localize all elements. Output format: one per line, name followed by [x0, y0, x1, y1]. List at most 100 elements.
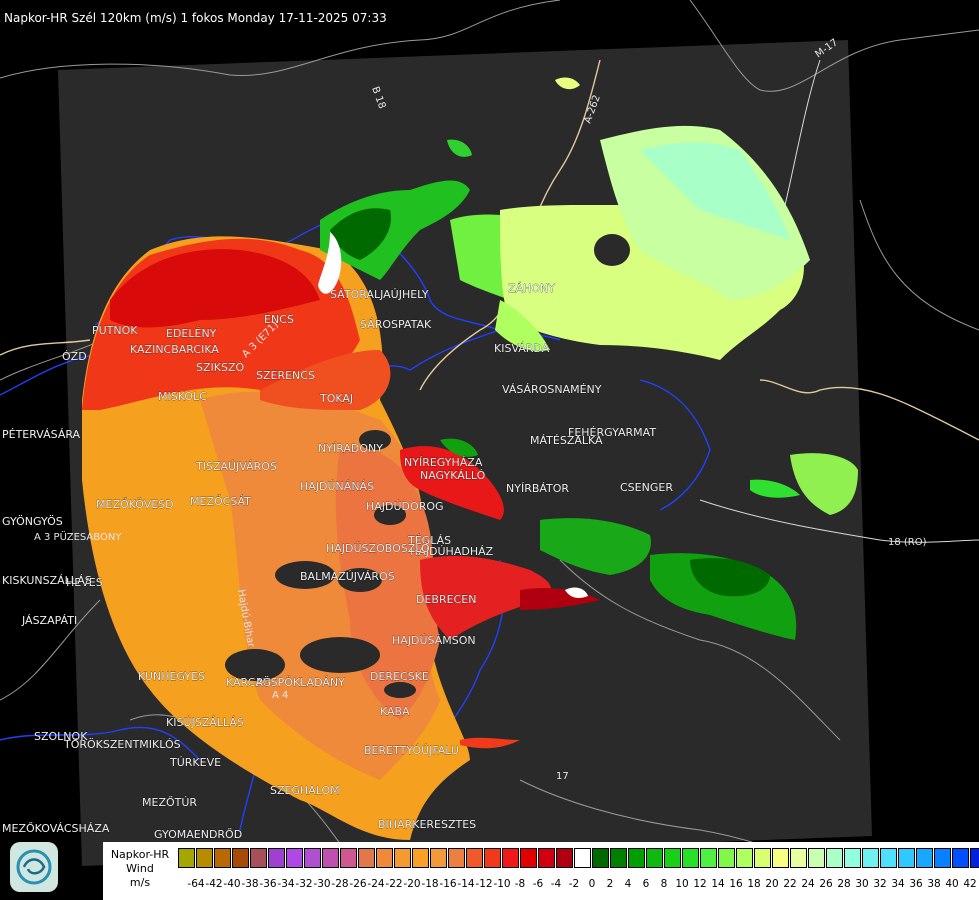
legend-swatch	[304, 848, 321, 868]
legend-swatch	[394, 848, 411, 868]
label-hajdunanas: HAJDÚNÁNÁS	[300, 480, 374, 493]
legend-swatch	[772, 848, 789, 868]
label-kunhegyes: KUNHEGYES	[138, 670, 205, 683]
legend-swatch	[574, 848, 591, 868]
legend-swatch	[898, 848, 915, 868]
legend-swatch	[430, 848, 447, 868]
legend-tick: 10	[675, 878, 689, 890]
legend-swatch	[664, 848, 681, 868]
legend-swatch	[862, 848, 879, 868]
legend-tick: -64	[187, 878, 205, 890]
label-hajduhadhaz: HAJDÚHADHÁZ	[410, 545, 494, 558]
legend-swatch	[808, 848, 825, 868]
label-hajduszoboszlo: HAJDÚSZOBOSZLÓ	[326, 542, 430, 555]
label-gyomaendrod: GYOMAENDRŐD	[154, 827, 242, 841]
label-nagykallo: NAGYKÁLLÓ	[420, 469, 486, 482]
legend-tick: 18	[747, 878, 761, 890]
legend-tick: -32	[295, 878, 313, 890]
legend-tick: -22	[385, 878, 403, 890]
label-hajdudorog: HAJDÚDOROG	[366, 500, 444, 513]
label-mezotur: MEZŐTÚR	[142, 795, 197, 809]
label-szeghalom: SZEGHALOM	[270, 784, 340, 797]
legend-tick: 26	[819, 878, 833, 890]
legend-tick: -28	[331, 878, 349, 890]
label-jaszapati: JÁSZAPÁTI	[21, 614, 77, 627]
page-title: Napkor-HR Szél 120km (m/s) 1 fokos Monda…	[4, 11, 387, 25]
label-nyiradony: NYÍRADONY	[318, 442, 383, 455]
legend-tick: -12	[475, 878, 493, 890]
label-csenger: CSENGER	[620, 481, 673, 494]
legend-swatch	[286, 848, 303, 868]
legend-tick: -42	[205, 878, 223, 890]
label-road-17: 17	[556, 771, 569, 782]
legend-tick: -6	[532, 878, 544, 890]
legend-swatch	[682, 848, 699, 868]
label-zahony: ZÁHONY	[508, 282, 555, 295]
legend-swatch	[934, 848, 951, 868]
label-berettyoujfalu: BERETTYÓÚJFALU	[364, 744, 459, 757]
legend-tick: -24	[367, 878, 385, 890]
legend-swatch	[448, 848, 465, 868]
label-road-a4: A 4	[272, 690, 288, 701]
legend-swatch	[628, 848, 645, 868]
wind-legend: Napkor-HR Wind m/s -64 -42 -40 -38 -36 -34 -32…	[103, 842, 979, 900]
label-mezokovachaza: MEZŐKOVÁCSHÁZA	[2, 821, 110, 835]
legend-swatch	[214, 848, 231, 868]
label-kisvarda: KISVÁRDA	[494, 342, 550, 355]
label-biharkeresztes: BIHARKERESZTES	[378, 818, 476, 831]
legend-swatch	[754, 848, 771, 868]
legend-swatch	[718, 848, 735, 868]
legend-tick-labels: -64 -42 -40 -38 -36 -34 -32 -30 -28 -26 -24 -22 -20-…	[178, 878, 978, 892]
legend-swatch	[880, 848, 897, 868]
legend-swatch	[322, 848, 339, 868]
legend-swatch	[610, 848, 627, 868]
legend-swatch	[520, 848, 537, 868]
legend-tick: 38	[927, 878, 941, 890]
label-mezocsat: MEZŐCSÁT	[190, 494, 251, 508]
legend-swatch	[484, 848, 501, 868]
legend-swatch	[826, 848, 843, 868]
label-satoraljaujhely: SÁTORALJAÚJHELY	[330, 288, 429, 301]
label-vasarosnameny: VÁSÁROSNAMÉNY	[502, 383, 602, 396]
label-szolnok: SZOLNOK	[34, 730, 88, 743]
legend-tick: -30	[313, 878, 331, 890]
legend-tick: -2	[568, 878, 580, 890]
legend-swatch	[250, 848, 267, 868]
legend-swatch	[970, 848, 979, 868]
legend-unit: m/s	[129, 876, 151, 889]
label-edeleny: EDELÉNY	[166, 327, 217, 340]
legend-swatch	[592, 848, 609, 868]
label-road-a3-puzesabony: A 3 PÜZESABONY	[34, 530, 122, 543]
legend-tick: -34	[277, 878, 295, 890]
legend-swatch	[952, 848, 969, 868]
legend-swatch	[700, 848, 717, 868]
label-road-18ro: 18 (RO)	[888, 537, 927, 548]
label-karcag: KARCAG	[226, 676, 271, 689]
label-szikszo: SZIKSZÓ	[196, 361, 244, 374]
legend-tick: 28	[837, 878, 851, 890]
legend-tick: -10	[493, 878, 511, 890]
label-hajdusamson: HAJDÚSÁMSON	[392, 634, 476, 647]
legend-tick: 20	[765, 878, 779, 890]
label-petervasara: PÉTERVÁSÁRA	[2, 428, 81, 441]
label-encs: ENCS	[264, 313, 294, 326]
legend-tick: 30	[855, 878, 869, 890]
label-turkeve: TÚRKEVE	[169, 756, 221, 769]
legend-swatch	[412, 848, 429, 868]
label-fehergyarmat: FEHÉRGYARMAT	[568, 426, 656, 439]
legend-swatch	[556, 848, 573, 868]
legend-swatch	[538, 848, 555, 868]
legend-swatch	[844, 848, 861, 868]
label-teglas: TÉGLÁS	[407, 534, 451, 547]
legend-swatch	[196, 848, 213, 868]
label-balmazujvaros: BALMAZÚJVÁROS	[300, 570, 395, 583]
label-mateszalka: MÁTÉSZALKA	[530, 434, 603, 447]
label-heves: HEVES	[66, 576, 103, 589]
legend-tick: -8	[514, 878, 526, 890]
legend-tick: -26	[349, 878, 367, 890]
legend-swatch	[376, 848, 393, 868]
label-nyiregyhaza: NYÍREGYHÁZA	[404, 456, 483, 469]
legend-tick: 32	[873, 878, 887, 890]
legend-tick: -18	[421, 878, 439, 890]
